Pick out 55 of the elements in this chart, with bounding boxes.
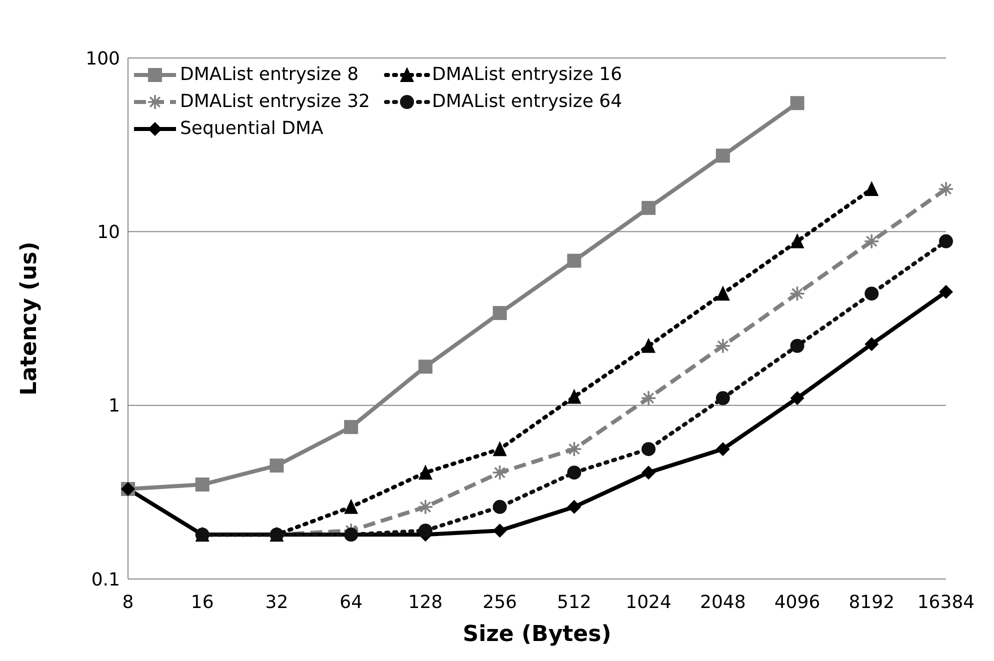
point: [567, 388, 582, 404]
point: [642, 200, 656, 215]
point: [418, 524, 432, 538]
x-tick-label: 2048: [700, 592, 746, 613]
x-tick-label: 64: [340, 592, 363, 613]
point: [864, 337, 879, 352]
legend-label: DMAList entrysize 32: [180, 91, 370, 112]
point: [864, 181, 879, 196]
point: [567, 466, 582, 480]
point: [790, 338, 804, 353]
legend-label: Sequential DMA: [180, 118, 324, 139]
x-tick-label: 32: [265, 592, 288, 613]
point: [939, 234, 953, 248]
point: [716, 391, 730, 406]
y-tick-label: 1: [108, 396, 120, 417]
x-tick-label: 128: [408, 592, 443, 613]
y-tick-label: 10: [97, 222, 120, 244]
x-tick-label: 8192: [848, 592, 895, 613]
x-tick-label: 16: [190, 592, 214, 613]
point: [492, 306, 507, 320]
point: [642, 466, 656, 480]
point: [418, 464, 432, 480]
point: [270, 458, 284, 473]
point: [716, 286, 730, 301]
x-tick-label: 1024: [626, 592, 672, 613]
point: [492, 524, 507, 538]
legend-label: DMAList entrysize 64: [432, 91, 622, 112]
legend-label: DMAList entrysize 8: [180, 64, 359, 85]
point: [790, 233, 804, 248]
point: [492, 500, 507, 514]
y-tick-label: 100: [86, 48, 120, 70]
point: [642, 338, 656, 353]
point: [642, 442, 656, 456]
point: [567, 500, 582, 514]
point: [567, 254, 582, 268]
x-tick-label: 512: [557, 592, 592, 613]
point: [418, 360, 432, 374]
y-tick-label: 0.1: [91, 569, 120, 590]
x-tick-label: 4096: [774, 592, 820, 613]
x-axis-title: Size (Bytes): [462, 622, 612, 647]
x-tick-label: 256: [482, 592, 517, 613]
point: [492, 441, 507, 456]
x-tick-label: 8: [122, 592, 134, 613]
point: [716, 442, 730, 456]
legend-label: DMAList entrysize 16: [432, 64, 622, 85]
point: [939, 284, 953, 299]
x-tick-label: 16384: [917, 592, 975, 613]
point: [790, 391, 804, 406]
point: [195, 478, 210, 492]
y-axis-title: Latency (us): [16, 242, 42, 396]
point: [716, 148, 730, 163]
point: [790, 96, 804, 110]
point: [864, 286, 879, 301]
point: [344, 420, 358, 434]
point: [344, 498, 358, 514]
